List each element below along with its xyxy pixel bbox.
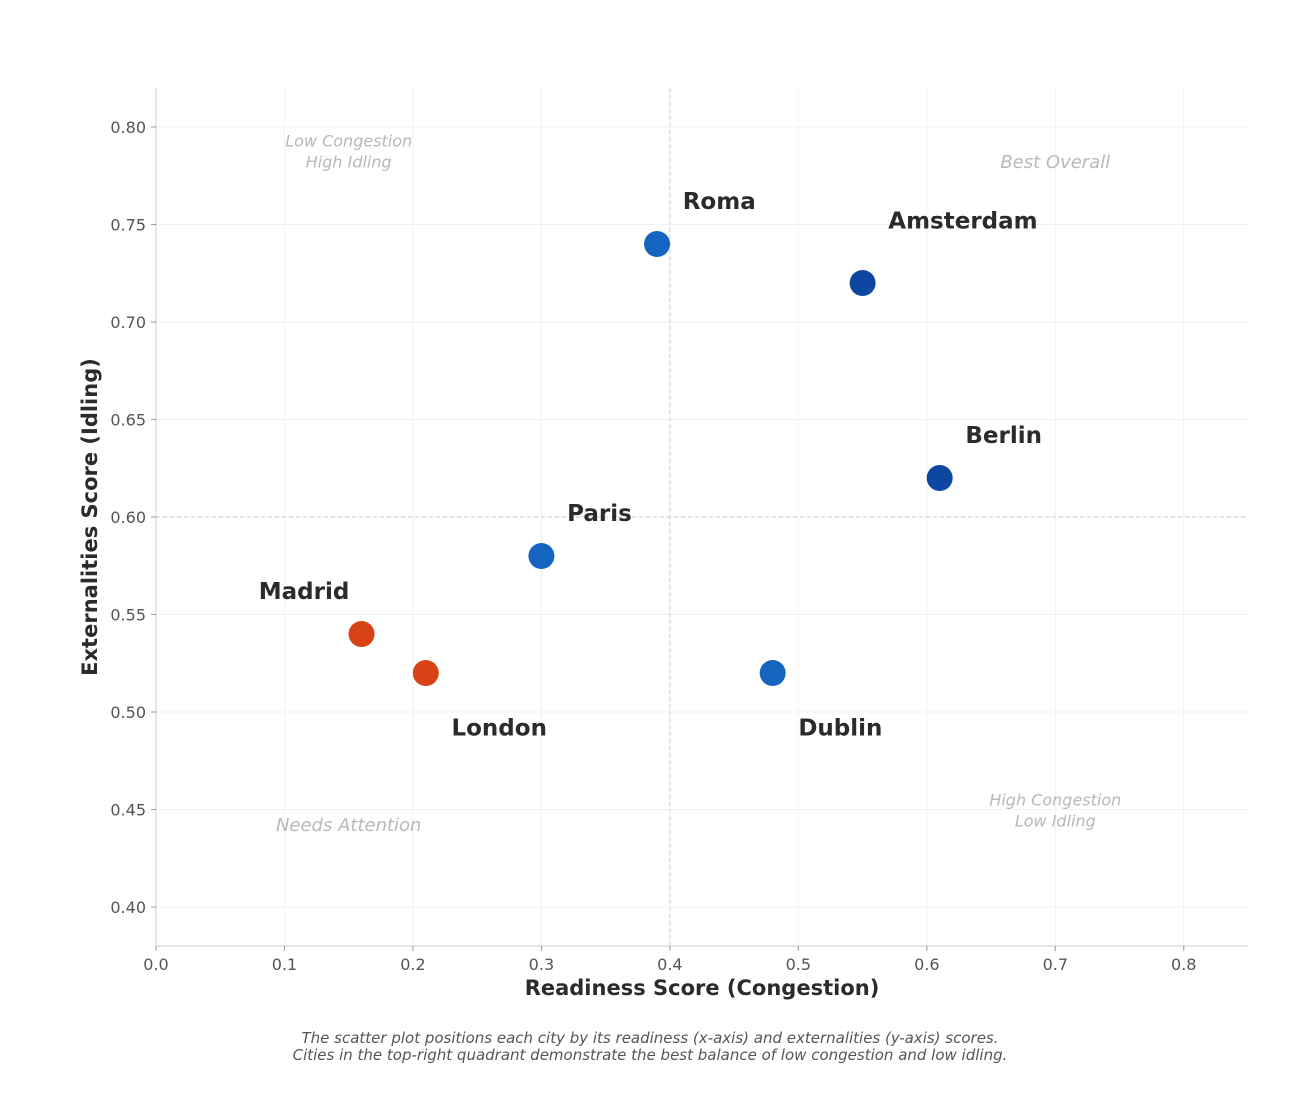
y-axis-ticks: 0.40 0.45 0.50 0.55 0.60 0.65 0.70 0.75 0.80 (110, 118, 156, 917)
y-tick-label: 0.55 (110, 606, 146, 625)
quadrant-label-line: Low Idling (1015, 812, 1096, 831)
y-tick-label: 0.80 (110, 118, 146, 137)
y-tick-label: 0.65 (110, 411, 146, 430)
quadrant-label-line: Best Overall (1000, 152, 1110, 173)
x-tick-label: 0.3 (529, 955, 554, 974)
x-axis-ticks: 0.0 0.1 0.2 0.3 0.4 0.5 0.6 0.7 0.8 (143, 946, 1196, 974)
quadrant-label-line: High Idling (306, 153, 392, 172)
x-tick-label: 0.8 (1171, 955, 1196, 974)
x-tick-label: 0.2 (400, 955, 425, 974)
y-tick-label: 0.60 (110, 508, 146, 527)
x-tick-label: 0.5 (786, 955, 811, 974)
point-labels: Roma Amsterdam Berlin Paris Madrid London Dubl… (259, 189, 1042, 742)
x-tick-label: 0.1 (272, 955, 297, 974)
point-roma (644, 231, 671, 257)
point-berlin (926, 465, 953, 491)
y-tick-label: 0.40 (110, 898, 146, 917)
label-berlin: Berlin (965, 423, 1042, 449)
quadrant-label: Low Congestion High Idling (285, 132, 412, 172)
point-dublin (759, 660, 786, 686)
x-tick-label: 0.7 (1043, 955, 1068, 974)
quadrant-label-line: Needs Attention (276, 815, 422, 836)
chart-caption: The scatter plot positions each city by … (0, 1030, 1300, 1064)
x-tick-label: 0.4 (657, 955, 682, 974)
point-madrid (348, 621, 375, 647)
y-axis-title: Externalities Score (Idling) (78, 358, 102, 676)
quadrant-label-line: Low Congestion (285, 132, 412, 151)
x-tick-label: 0.6 (914, 955, 939, 974)
label-roma: Roma (683, 189, 756, 215)
y-tick-label: 0.45 (110, 801, 146, 820)
point-amsterdam (849, 270, 876, 296)
label-madrid: Madrid (259, 579, 350, 605)
y-tick-label: 0.75 (110, 216, 146, 235)
label-amsterdam: Amsterdam (888, 209, 1037, 235)
point-paris (528, 543, 555, 569)
y-tick-label: 0.50 (110, 703, 146, 722)
label-paris: Paris (567, 501, 632, 527)
caption-line-1: The scatter plot positions each city by … (301, 1029, 999, 1047)
quadrant-label-line: High Congestion (989, 791, 1121, 810)
quadrant-label: Best Overall (1000, 152, 1110, 173)
label-london: London (451, 716, 546, 742)
quadrant-label: Needs Attention (276, 815, 422, 836)
label-dublin: Dublin (798, 716, 882, 742)
quadrant-label: High Congestion Low Idling (989, 791, 1121, 831)
x-tick-label: 0.0 (143, 955, 168, 974)
data-points (348, 231, 953, 686)
y-tick-label: 0.70 (110, 313, 146, 332)
x-axis-title: Readiness Score (Congestion) (525, 976, 880, 1000)
quadrant-labels: Low Congestion High Idling Best Overall Nee… (276, 132, 1121, 837)
caption-line-2: Cities in the top-right quadrant demonst… (292, 1046, 1008, 1064)
reference-lines (156, 88, 1248, 946)
point-london (412, 660, 439, 686)
